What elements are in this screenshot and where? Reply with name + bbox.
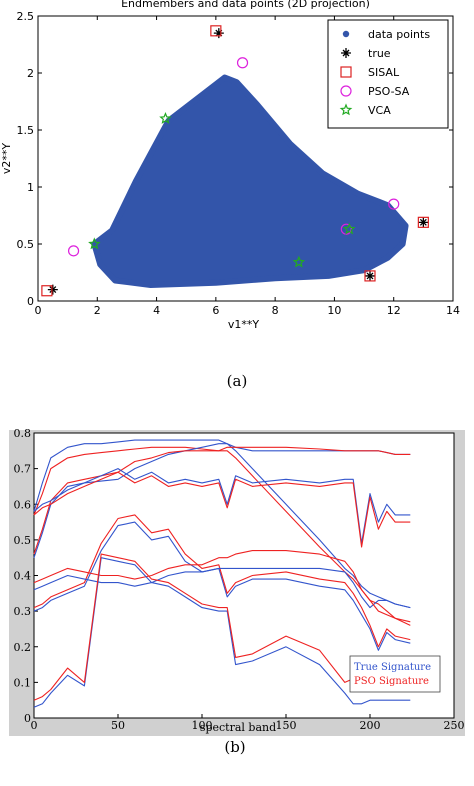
chart-a-xtick-label: 14	[446, 304, 460, 317]
chart-b-xtick-label: 50	[111, 719, 125, 732]
chart-a-xtick-label: 4	[153, 304, 160, 317]
chart-b-ytick-label: 0.6	[14, 498, 32, 511]
chart-a-marker-sisal	[210, 25, 222, 37]
chart-b-series-pso-signature	[33, 550, 411, 623]
chart-a-legend-box	[327, 19, 449, 129]
chart-a-marker-true	[418, 217, 429, 228]
chart-a-marker-sisal	[364, 270, 376, 282]
chart-b-legend-label: True Signature	[354, 662, 431, 673]
chart-a-ytick-label: 1.5	[17, 124, 35, 137]
chart-b-series-true-signature	[33, 468, 411, 544]
chart-b-series-true-signature	[33, 521, 411, 651]
chart-b-xtick-label: 150	[276, 719, 297, 732]
chart-b-ytick-label: 0	[24, 712, 31, 725]
chart-a-ytick-label: 2	[27, 67, 34, 80]
chart-b-series-pso-signature	[33, 446, 411, 555]
chart-b-series-true-signature	[33, 439, 411, 609]
chart-a-xtick-label: 10	[327, 304, 341, 317]
chart-b-ytick-label: 0.3	[14, 605, 32, 618]
chart-a-marker-vca	[159, 112, 172, 124]
chart-a-marker-pso-sa	[67, 245, 80, 257]
chart-b-ytick-label: 0.7	[14, 463, 32, 476]
chart-b-ytick-label: 0.8	[14, 427, 32, 440]
chart-a-marker-true	[47, 284, 58, 295]
chart-a-legend-marker	[342, 30, 350, 38]
chart-a-marker-true	[213, 28, 224, 39]
chart-a-marker-pso-sa	[388, 198, 400, 210]
chart-b-ytick-label: 0.4	[14, 570, 32, 583]
caption-b: (b)	[224, 738, 246, 756]
chart-a-xtick-label: 6	[212, 304, 219, 317]
chart-a-legend-marker	[340, 66, 352, 78]
chart-a-xtick-label: 12	[387, 304, 401, 317]
chart-b-series-pso-signature	[33, 471, 411, 548]
chart-a-xlabel: v1**Y	[228, 318, 260, 331]
chart-b-legend-label: PSO Signature	[354, 676, 429, 687]
caption-a: (a)	[226, 372, 248, 390]
chart-b-series-true-signature	[33, 567, 411, 609]
chart-a-legend-label: true	[368, 47, 391, 60]
chart-b-xtick-label: 200	[360, 719, 381, 732]
chart-b-xtick-label: 0	[31, 719, 38, 732]
chart-b-xlabel: spectral band	[200, 721, 276, 734]
data-points-cloud	[91, 74, 409, 289]
chart-a-ytick-label: 1	[27, 181, 34, 194]
chart-b-legend-box	[349, 655, 441, 693]
chart-a-legend-label: VCA	[368, 104, 391, 117]
chart-a-marker-vca	[292, 255, 306, 268]
chart-a-marker-sisal	[417, 216, 429, 228]
chart-a-ytick-label: 0.5	[17, 238, 35, 251]
chart-b-series-pso-signature	[33, 514, 411, 648]
chart-a-xtick-label: 8	[272, 304, 279, 317]
chart-a-legend-marker	[340, 85, 352, 97]
chart-a-legend-label: data points	[368, 28, 430, 41]
chart-a-ytick-label: 2.5	[17, 10, 35, 23]
chart-a-marker-true	[365, 270, 375, 281]
chart-b-ytick-label: 0.2	[14, 641, 32, 654]
chart-a-marker-vca	[343, 222, 356, 235]
chart-a-marker-pso-sa	[340, 223, 352, 235]
chart-a-marker-pso-sa	[236, 57, 249, 69]
chart-a-legend-label: PSO-SA	[368, 85, 410, 98]
chart-b-xtick-label: 250	[444, 719, 465, 732]
chart-a-ylabel: v2**Y	[0, 143, 13, 175]
chart-b-xtick-label: 100	[192, 719, 213, 732]
chart-a-marker-sisal	[41, 285, 53, 297]
chart-b-ytick-label: 0.1	[14, 676, 32, 689]
chart-a-title: Endmembers and data points (2D projectio…	[121, 0, 370, 10]
chart-a-xtick-label: 0	[35, 304, 42, 317]
chart-a-legend-label: SISAL	[368, 66, 400, 79]
chart-b-ytick-label: 0.5	[14, 534, 32, 547]
chart-a-xtick-label: 2	[94, 304, 101, 317]
chart-a-ytick-label: 0	[27, 295, 34, 308]
chart-a-legend-marker	[341, 48, 351, 58]
chart-a-marker-vca	[88, 237, 101, 250]
chart-a-legend-marker	[339, 103, 353, 116]
